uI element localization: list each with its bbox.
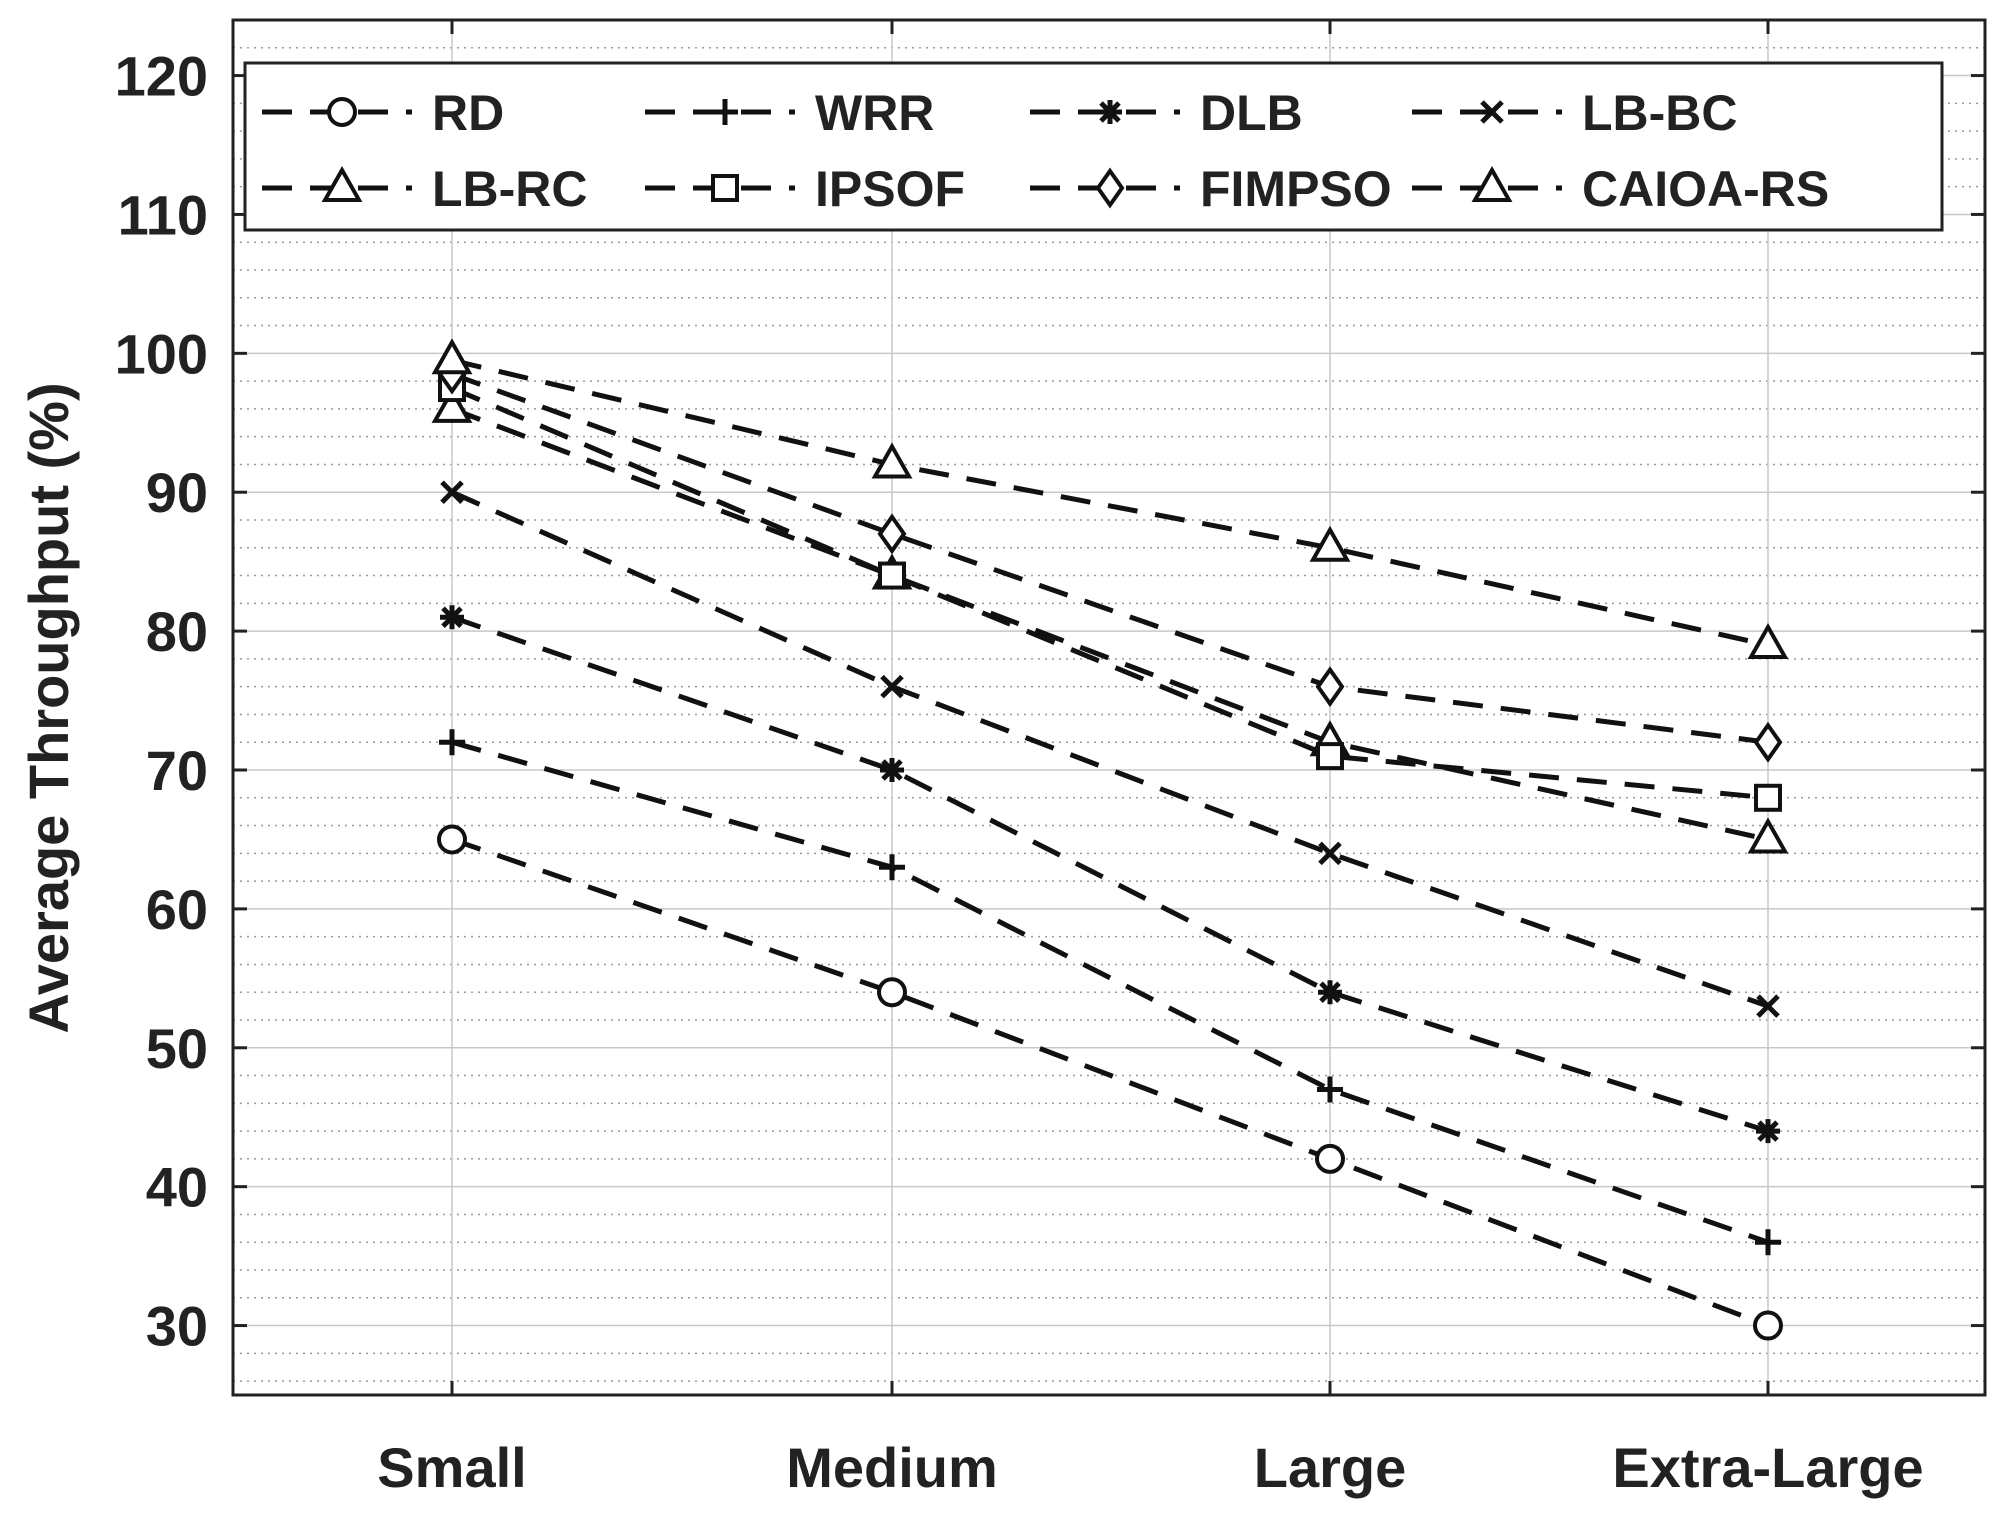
data-point-fimpso [877, 513, 907, 555]
x-tick-label: Medium [786, 1436, 998, 1499]
legend-label: LB-RC [432, 161, 588, 217]
x-tick-label: Extra-Large [1612, 1436, 1923, 1499]
data-point-fimpso [1753, 721, 1783, 763]
y-axis-title: Average Throughput (%) [17, 382, 80, 1033]
series-rd [437, 824, 1783, 1341]
series-group [431, 338, 1789, 1341]
data-point-lb-rc [431, 386, 473, 423]
data-point-lb-bc [880, 674, 904, 699]
y-tick-label: 70 [146, 739, 208, 802]
data-point-lb-rc [1747, 817, 1789, 854]
data-point-dlb [880, 758, 904, 782]
plot-frame [231, 18, 1987, 1397]
legend-marker [1098, 100, 1122, 124]
series-ipsof [438, 374, 1782, 812]
data-point-lb-bc [440, 480, 464, 504]
series-line-wrr [451, 739, 1769, 1245]
legend-item: IPSOF [645, 161, 965, 217]
legend-marker [1471, 165, 1513, 202]
legend-marker [712, 99, 738, 125]
data-point-dlb [1318, 980, 1342, 1005]
series-line-rd [451, 837, 1769, 1328]
legend-item: WRR [645, 85, 934, 141]
series-line-lb-bc [450, 489, 1769, 1009]
legend-marker [711, 174, 739, 202]
legend-label: LB-BC [1582, 85, 1738, 141]
legend-item: RD [262, 85, 504, 141]
data-point-wrr [1755, 1229, 1781, 1256]
series-line-ipsof [451, 385, 1769, 801]
data-point-ipsof [878, 561, 906, 590]
data-point-caioa-rs [431, 338, 473, 375]
legend-item: LB-RC [262, 161, 588, 217]
legend-item: DLB [1030, 85, 1303, 141]
data-point-dlb [1756, 1119, 1780, 1144]
data-point-lb-bc [1318, 841, 1342, 866]
legend: RD WRR DLB LB-BC LB-RC IPSOF FIMPSO CAIOA-RS [243, 61, 1944, 232]
data-point-caioa-rs [1747, 622, 1789, 659]
series-caioa-rs [431, 338, 1789, 659]
data-point-rd [1753, 1310, 1783, 1341]
axes: 30 40 50 60 70 80 90 100 110 120 Small Medium Large E… [115, 20, 1985, 1499]
series-line-caioa-rs [451, 357, 1769, 648]
legend-label: DLB [1200, 85, 1303, 141]
y-tick-label: 90 [146, 461, 208, 524]
series-dlb [440, 605, 1780, 1144]
data-point-rd [1315, 1143, 1345, 1174]
data-point-rd [437, 824, 467, 855]
legend-label: FIMPSO [1200, 161, 1392, 217]
legend-marker [1095, 167, 1125, 209]
legend-marker [321, 165, 363, 202]
y-tick-label: 80 [146, 600, 208, 663]
data-point-dlb [440, 605, 464, 630]
data-point-wrr [879, 854, 905, 881]
x-tick-label: Large [1254, 1436, 1407, 1499]
y-tick-label: 100 [115, 322, 208, 385]
legend-item: CAIOA-RS [1412, 161, 1829, 217]
data-point-wrr [439, 729, 465, 756]
series-line-fimpso [451, 371, 1769, 745]
y-tick-label: 30 [146, 1295, 208, 1358]
series-wrr [439, 729, 1781, 1256]
legend-label: IPSOF [815, 161, 965, 217]
legend-label: WRR [815, 85, 934, 141]
data-point-wrr [1317, 1076, 1343, 1103]
y-tick-label: 60 [146, 878, 208, 941]
y-tick-label: 110 [118, 183, 208, 246]
y-tick-label: 40 [146, 1156, 208, 1219]
data-point-ipsof [1316, 742, 1344, 771]
x-tick-label: Small [377, 1436, 526, 1499]
y-tick-label: 50 [146, 1017, 208, 1080]
legend-marker [1480, 100, 1504, 124]
y-tick-label: 120 [115, 45, 208, 108]
series-lb-bc [440, 480, 1780, 1018]
data-point-caioa-rs [871, 442, 913, 479]
data-point-lb-bc [1756, 994, 1780, 1018]
data-point-caioa-rs [1309, 525, 1351, 562]
legend-item: FIMPSO [1030, 161, 1392, 217]
series-line-lb-rc [451, 406, 1769, 842]
data-point-fimpso [1315, 666, 1345, 708]
data-point-rd [877, 977, 907, 1008]
legend-label: CAIOA-RS [1582, 161, 1829, 217]
legend-marker [327, 97, 357, 127]
data-point-ipsof [1754, 783, 1782, 812]
legend-item: LB-BC [1412, 85, 1738, 141]
legend-box [243, 61, 1944, 232]
legend-label: RD [432, 85, 504, 141]
